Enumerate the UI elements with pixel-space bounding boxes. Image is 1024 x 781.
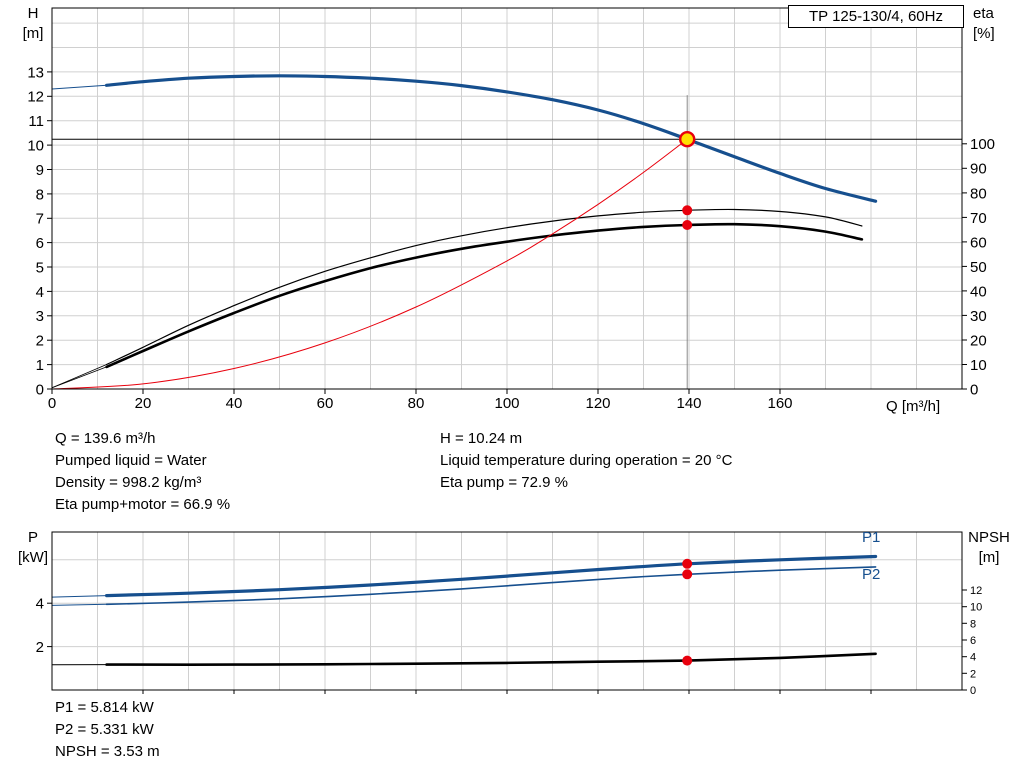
npsh-curve	[105, 652, 877, 666]
right-tick-label: 100	[970, 136, 995, 153]
p2-curve	[105, 566, 877, 606]
right-tick-label: 80	[970, 185, 987, 202]
left-tick-label: 7	[36, 211, 44, 228]
npsh-axis-symbol: NPSH	[968, 529, 1010, 546]
duty-info-left-column: Q = 139.6 m³/h Pumped liquid = Water Den…	[55, 428, 230, 516]
npsh-axis-unit: [m]	[978, 549, 1000, 566]
left-tick-label: 5	[36, 259, 44, 276]
left-tick-label: 13	[27, 64, 44, 81]
p2-point	[682, 569, 693, 580]
eta-axis-label: eta [%]	[973, 4, 995, 44]
eta-pump-motor-curve	[105, 222, 864, 369]
left-tick-label: 4	[36, 284, 44, 301]
annotation-pumped-liquid: Pumped liquid = Water	[55, 452, 207, 469]
head-axis-symbol: H	[27, 5, 39, 22]
eta-pump-motor-leadin	[51, 366, 107, 389]
right-tick-label: 30	[970, 308, 987, 325]
right-tick-label: 40	[970, 283, 987, 300]
x-tick-label: 0	[48, 395, 56, 412]
eta-pump-curve	[106, 208, 863, 366]
npsh-point	[682, 655, 693, 666]
x-tick-label: 120	[585, 395, 610, 412]
right-tick-label: 50	[970, 259, 987, 276]
head-axis-label: H [m]	[16, 4, 50, 44]
head-axis-unit: [m]	[22, 25, 44, 42]
left-tick-label: 8	[36, 186, 44, 203]
right-tick-label: 0	[970, 381, 978, 398]
eta-pump-motor-point	[682, 220, 693, 230]
curve-label-p1: P1	[862, 529, 881, 546]
left-tick-label: 12	[27, 89, 44, 106]
pump-curve	[105, 74, 878, 203]
pump-type-title: TP 125-130/4, 60Hz	[788, 5, 964, 28]
annotation-liquid-temperature: Liquid temperature during operation = 20…	[440, 452, 733, 469]
power-npsh-chart: 2 4 0 2 4 6 8 10 12	[36, 531, 982, 697]
annotation-eta-pump: Eta pump = 72.9 %	[440, 474, 568, 491]
flow-axis-label: Q [m³/h]	[886, 398, 941, 415]
pump-curve-leadin	[51, 84, 108, 90]
right-tick-label: 60	[970, 234, 987, 251]
power-axis-unit: [kW]	[18, 549, 48, 566]
x-tick-label: 20	[135, 395, 152, 412]
p1-curve	[105, 554, 878, 598]
x-tick-label: 60	[317, 395, 334, 412]
left-tick-label: 4	[36, 596, 44, 613]
right-tick-label: 8	[970, 618, 976, 630]
annotation-flow: Q = 139.6 m³/h	[55, 430, 156, 447]
p1-point	[682, 558, 693, 569]
right-tick-label: 4	[970, 652, 976, 664]
x-tick-label: 80	[408, 395, 425, 412]
duty-info-right-column: H = 10.24 m Liquid temperature during op…	[440, 428, 732, 494]
annotation-density: Density = 998.2 kg/m³	[55, 474, 202, 491]
right-tick-label: 20	[970, 332, 987, 349]
annotation-eta-pump-motor: Eta pump+motor = 66.9 %	[55, 496, 231, 513]
left-tick-label: 0	[36, 381, 44, 398]
right-tick-label: 90	[970, 161, 987, 178]
x-tick-label: 160	[767, 395, 792, 412]
left-tick-label: 6	[36, 235, 44, 252]
annotation-p2: P2 = 5.331 kW	[55, 721, 154, 738]
p2-curve-leadin	[51, 603, 108, 606]
duty-point[interactable]	[679, 130, 696, 148]
right-tick-label: 2	[970, 668, 976, 680]
right-tick-label: 6	[970, 635, 976, 647]
left-tick-label: 11	[28, 113, 44, 130]
annotation-npsh: NPSH = 3.53 m	[55, 743, 160, 760]
right-tick-label: 10	[970, 357, 987, 374]
right-tick-label: 0	[970, 685, 976, 697]
npsh-axis-label: NPSH [m]	[962, 528, 1016, 568]
x-tick-label: 40	[226, 395, 243, 412]
left-tick-label: 3	[36, 308, 44, 325]
eta-pump-point	[682, 205, 693, 216]
x-tick-label: 140	[676, 395, 701, 412]
x-tick-label: 100	[494, 395, 519, 412]
eta-axis-unit: [%]	[973, 25, 995, 42]
power-axis-label: P [kW]	[15, 528, 51, 568]
head-flow-chart: 0 20 40 60 80 100 120 140 1600123456789101112130…	[27, 7, 995, 412]
curve-label-p2: P2	[862, 566, 881, 583]
p1-curve-leadin	[51, 595, 108, 598]
power-axis-symbol: P	[27, 529, 38, 546]
right-tick-label: 12	[970, 585, 982, 597]
annotation-head: H = 10.24 m	[440, 430, 523, 447]
right-tick-label: 70	[970, 210, 987, 227]
right-tick-label: 10	[970, 602, 982, 614]
left-tick-label: 9	[36, 162, 44, 179]
left-tick-label: 1	[36, 357, 44, 374]
annotation-p1: P1 = 5.814 kW	[55, 699, 154, 716]
system-curve	[51, 138, 688, 390]
left-tick-label: 10	[27, 138, 44, 155]
left-tick-label: 2	[36, 639, 44, 656]
eta-axis-symbol: eta	[973, 5, 994, 22]
power-info-block: P1 = 5.814 kW P2 = 5.331 kW NPSH = 3.53 …	[55, 697, 160, 763]
left-tick-label: 2	[36, 333, 44, 350]
